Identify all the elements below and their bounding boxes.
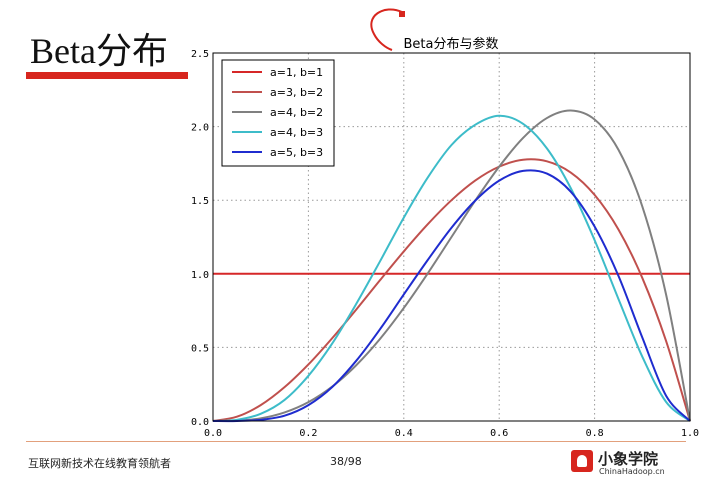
y-tick-label: 1.5 — [191, 196, 209, 207]
chart-title: Beta分布与参数 — [404, 36, 499, 52]
legend-label: a=5, b=3 — [270, 146, 323, 159]
x-tick-label: 0.8 — [586, 428, 604, 439]
page-number: 38/98 — [330, 455, 362, 468]
y-axis: 0.0 0.5 1.0 1.5 2.0 2.5 — [191, 49, 209, 428]
y-tick-label: 2.5 — [191, 49, 209, 60]
title-accent-bar — [26, 72, 188, 79]
footer-slogan: 互联网新技术在线教育领航者 — [28, 457, 171, 470]
legend-label: a=1, b=1 — [270, 66, 323, 79]
x-tick-label: 0.4 — [395, 428, 413, 439]
y-tick-label: 0.0 — [191, 417, 209, 428]
legend-label: a=4, b=2 — [270, 106, 323, 119]
chart-series — [212, 109, 691, 423]
y-tick-label: 2.0 — [191, 123, 209, 134]
y-tick-label: 0.5 — [191, 343, 209, 354]
x-tick-label: 0.2 — [299, 428, 317, 439]
legend-label: a=4, b=3 — [270, 126, 323, 139]
logo-icon — [571, 450, 593, 472]
logo-subtitle: ChinaHadoop.cn — [599, 467, 665, 476]
chart-legend: a=1, b=1 a=3, b=2 a=4, b=2 a=4, b=3 a=5, b=3 — [221, 59, 335, 167]
footer-divider — [26, 441, 686, 442]
logo-name: 小象学院 — [598, 450, 659, 468]
x-axis: 0.0 0.2 0.4 0.6 0.8 1.0 — [204, 428, 699, 439]
x-tick-label: 1.0 — [681, 428, 699, 439]
x-tick-label: 0.0 — [204, 428, 222, 439]
series-line-5 — [212, 169, 691, 423]
plot-frame — [212, 52, 691, 422]
y-tick-label: 1.0 — [191, 270, 209, 281]
series-line-3 — [212, 109, 691, 423]
legend-box — [221, 59, 335, 167]
legend-label: a=3, b=2 — [270, 86, 323, 99]
brand-logo: 小象学院 ChinaHadoop.cn — [571, 448, 683, 478]
slide-title: Beta分布 — [30, 31, 168, 71]
series-line-2 — [212, 158, 691, 422]
x-tick-label: 0.6 — [490, 428, 508, 439]
pen-annotation-icon — [370, 8, 405, 51]
series-line-4 — [212, 114, 691, 422]
